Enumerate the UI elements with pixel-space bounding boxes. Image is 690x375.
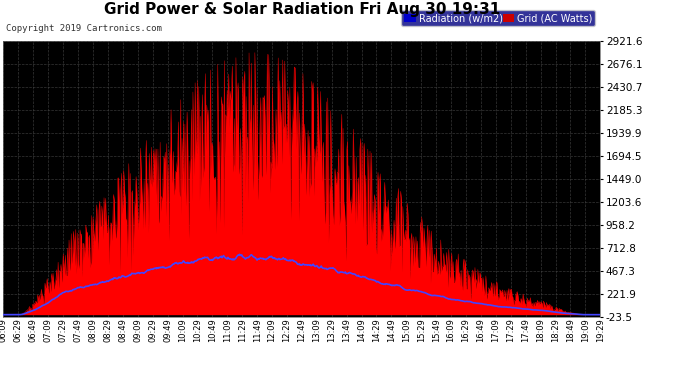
Legend: Radiation (w/m2), Grid (AC Watts): Radiation (w/m2), Grid (AC Watts) <box>401 10 595 26</box>
Text: Grid Power & Solar Radiation Fri Aug 30 19:31: Grid Power & Solar Radiation Fri Aug 30 … <box>104 2 500 17</box>
Text: Copyright 2019 Cartronics.com: Copyright 2019 Cartronics.com <box>6 24 161 33</box>
